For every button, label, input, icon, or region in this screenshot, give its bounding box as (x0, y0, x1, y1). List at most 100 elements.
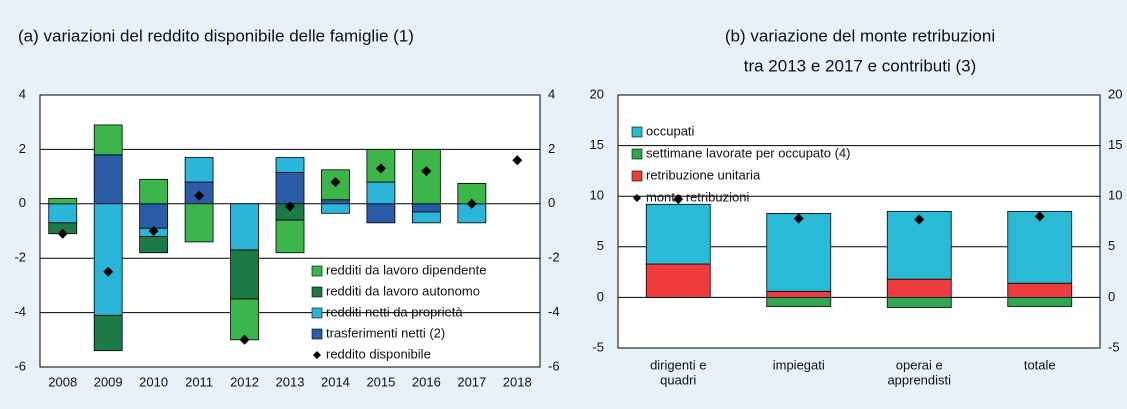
bar-segment (93, 124, 123, 156)
bar-segment (48, 197, 78, 205)
x-tick-label: 2011 (185, 374, 213, 389)
bar-segment (1007, 296, 1073, 307)
bar-segment (139, 236, 169, 254)
bar-segment (230, 249, 259, 300)
y-tick-label: -2 (14, 250, 26, 265)
legend-swatch (311, 328, 323, 340)
x-tick-label: 2018 (503, 374, 532, 389)
bar-segment (886, 278, 952, 298)
y-tick-label: 2 (19, 141, 26, 156)
bar-segment (230, 203, 259, 251)
x-tick-label: operai e (896, 357, 943, 372)
bar-segment (230, 298, 259, 341)
x-tick-label: 2010 (139, 374, 168, 389)
x-tick-label: apprendisti (887, 372, 951, 387)
x-tick-label: 2012 (230, 374, 259, 389)
legend-label: redditi da lavoro autonomo (326, 283, 480, 298)
x-tick-label: 2013 (276, 374, 305, 389)
marker (103, 266, 114, 277)
y-tick-label: -5 (592, 339, 604, 354)
bar-segment (411, 148, 441, 205)
y2-tick-label: 10 (1108, 188, 1122, 203)
marker (1034, 211, 1045, 222)
y2-tick-label: 4 (548, 86, 555, 101)
bar-segment (139, 178, 169, 205)
y-tick-label: 5 (597, 238, 604, 253)
y2-tick-label: 20 (1108, 86, 1122, 101)
marker (914, 214, 925, 225)
bar-segment (1007, 210, 1073, 284)
x-tick-label: quadri (660, 372, 696, 387)
y2-tick-label: 2 (548, 141, 555, 156)
marker (512, 155, 523, 166)
bar-segment (766, 290, 832, 298)
x-tick-label: 2009 (94, 374, 123, 389)
legend-label: monte retribuzioni (646, 189, 749, 204)
x-tick-label: impiegati (773, 357, 825, 372)
bar-segment (48, 203, 78, 224)
y-tick-label: 0 (19, 195, 26, 210)
bar-segment (93, 203, 123, 316)
chart-title: (a) variazioni del reddito disponibile d… (18, 26, 414, 45)
y-tick-label: 0 (597, 289, 604, 304)
legend-label: occupati (646, 123, 695, 138)
marker (330, 177, 341, 188)
y-tick-label: 20 (590, 86, 604, 101)
y2-tick-label: 0 (1108, 289, 1115, 304)
bar-segment (645, 263, 711, 298)
marker (673, 194, 684, 205)
legend-label: retribuzione unitaria (646, 167, 761, 182)
bar-segment (139, 203, 169, 229)
legend-swatch (631, 148, 643, 160)
y2-tick-label: 15 (1108, 137, 1122, 152)
chart-title: tra 2013 e 2017 e contributi (3) (744, 56, 976, 75)
bar-segment (184, 203, 214, 243)
bar-segment (93, 314, 123, 352)
marker (466, 198, 477, 209)
legend-marker (313, 351, 321, 359)
legend-label: reddito disponibile (326, 346, 431, 361)
bar-segment (1007, 282, 1073, 298)
y2-tick-label: 5 (1108, 238, 1115, 253)
bar-segment (93, 154, 123, 205)
y-tick-label: 10 (590, 188, 604, 203)
x-tick-label: dirigenti e (650, 357, 706, 372)
bar-segment (366, 203, 396, 224)
bar-segment (275, 219, 305, 254)
legend-label: settimane lavorate per occupato (4) (646, 145, 851, 160)
bar-segment (411, 211, 441, 224)
bar-segment (321, 203, 350, 214)
bar-segment (321, 199, 350, 205)
y-tick-label: 15 (590, 137, 604, 152)
x-tick-label: 2016 (412, 374, 441, 389)
y2-tick-label: -2 (548, 250, 560, 265)
marker (375, 163, 386, 174)
bar-segment (275, 157, 305, 173)
bar-segment (645, 203, 711, 265)
y-tick-label: 4 (19, 86, 26, 101)
legend-marker (633, 194, 641, 202)
y2-tick-label: -5 (1108, 339, 1120, 354)
legend-swatch (311, 265, 323, 277)
bar-segment (275, 172, 305, 205)
marker (285, 201, 295, 212)
marker (793, 213, 804, 224)
bar-segment (366, 181, 396, 205)
x-tick-label: 2008 (48, 374, 77, 389)
marker (194, 190, 205, 201)
bar-segment (886, 296, 952, 308)
marker (421, 166, 432, 177)
marker (57, 228, 68, 239)
bar-segment (766, 296, 832, 307)
x-tick-label: totale (1024, 357, 1056, 372)
legend-swatch (311, 286, 323, 298)
y-tick-label: -6 (14, 358, 26, 373)
x-tick-label: 2017 (457, 374, 486, 389)
bar-segment (766, 213, 832, 292)
legend-label: trasferimenti netti (2) (326, 325, 445, 340)
chart-title: (b) variazione del monte retribuzioni (725, 26, 995, 45)
legend-label: redditi da lavoro dipendente (326, 262, 486, 277)
y2-tick-label: -6 (548, 358, 560, 373)
